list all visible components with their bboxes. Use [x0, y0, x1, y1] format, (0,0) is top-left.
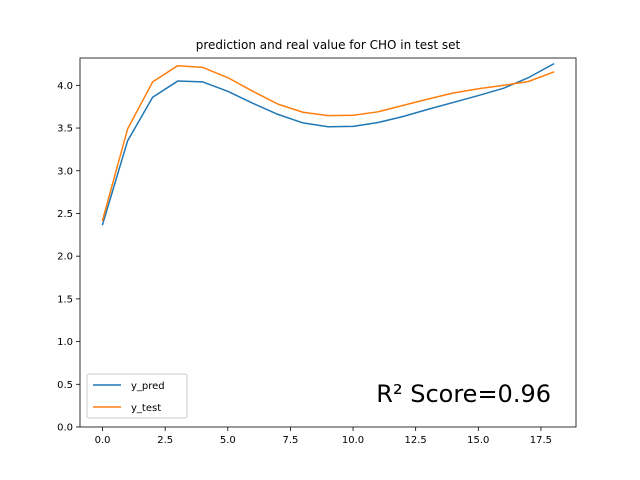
y-tick-label: 2.0 [57, 252, 73, 263]
axes-layer: 0.0 2.5 5.0 7.5 10.0 12.5 15.0 17.5 0.0 0.5 1.0 1.5… [57, 57, 577, 446]
x-tick-label: 7.5 [282, 435, 298, 446]
x-tick-label: 10.0 [342, 435, 364, 446]
y-tick-label: 1.0 [57, 337, 73, 348]
y-tick-label: 0.5 [57, 380, 73, 391]
r2-score-annotation: R² Score=0.96 [376, 380, 551, 408]
chart-title: prediction and real value for CHO in tes… [196, 38, 461, 52]
x-tick-label: 0.0 [95, 435, 111, 446]
y-tick-label: 0.0 [57, 423, 73, 434]
y-tick-label: 4.0 [57, 81, 73, 92]
y-tick-label: 3.5 [57, 124, 73, 135]
series-line-y-test [101, 64, 555, 222]
y-tick-label: 1.5 [57, 294, 73, 305]
legend-label-y-test: y_test [131, 403, 161, 414]
y-tick-label: 2.5 [57, 209, 73, 220]
y-tick-label: 3.0 [57, 166, 73, 177]
axes-frame [79, 57, 577, 428]
series-layer [101, 62, 555, 226]
x-tick-label: 2.5 [157, 435, 173, 446]
x-tick-label: 15.0 [467, 435, 489, 446]
series-line-y-pred [101, 62, 555, 226]
legend: y_pred y_test [86, 373, 188, 419]
x-tick-label: 5.0 [220, 435, 236, 446]
legend-label-y-pred: y_pred [131, 381, 165, 392]
x-tick-label: 12.5 [405, 435, 427, 446]
x-tick-label: 17.5 [530, 435, 552, 446]
